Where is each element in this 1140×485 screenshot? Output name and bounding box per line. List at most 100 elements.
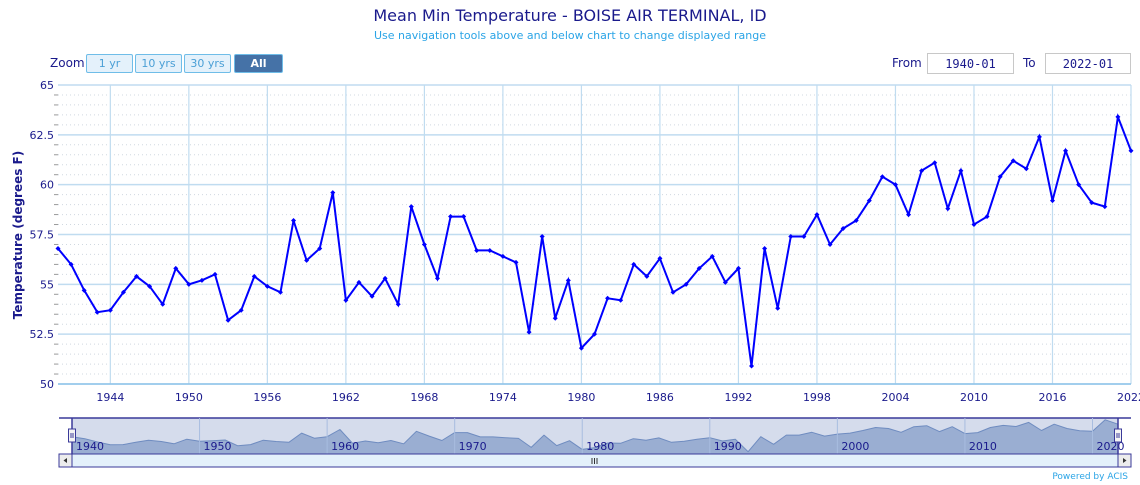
data-point[interactable]: [68, 261, 74, 267]
data-point[interactable]: [840, 226, 846, 232]
data-point[interactable]: [657, 255, 663, 261]
to-date-input[interactable]: [1045, 53, 1131, 74]
zoom-1yr-button[interactable]: 1 yr: [86, 54, 133, 73]
data-point[interactable]: [369, 293, 375, 299]
data-point[interactable]: [735, 265, 741, 271]
data-point[interactable]: [304, 257, 310, 263]
zoom-all-button[interactable]: All: [234, 54, 283, 73]
data-point[interactable]: [147, 283, 153, 289]
powered-by-credit[interactable]: Powered by ACIS: [1052, 472, 1128, 482]
data-point[interactable]: [382, 275, 388, 281]
data-point[interactable]: [448, 214, 454, 220]
data-point[interactable]: [513, 259, 519, 265]
data-point[interactable]: [408, 204, 414, 210]
data-point[interactable]: [434, 275, 440, 281]
data-point[interactable]: [120, 289, 126, 295]
data-point[interactable]: [343, 297, 349, 303]
data-point[interactable]: [801, 233, 807, 239]
data-point[interactable]: [356, 279, 362, 285]
data-point[interactable]: [225, 317, 231, 323]
data-point[interactable]: [186, 281, 192, 287]
data-point[interactable]: [578, 345, 584, 351]
x-tick-label: 2016: [1038, 391, 1066, 404]
data-point[interactable]: [1010, 158, 1016, 164]
data-point[interactable]: [94, 309, 100, 315]
zoom-10yrs-button[interactable]: 10 yrs: [135, 54, 182, 73]
data-point[interactable]: [788, 233, 794, 239]
data-point[interactable]: [212, 271, 218, 277]
data-point[interactable]: [421, 241, 427, 247]
data-point[interactable]: [853, 218, 859, 224]
navigator-left-handle[interactable]: [68, 428, 76, 443]
data-point[interactable]: [1128, 148, 1134, 154]
data-point[interactable]: [762, 245, 768, 251]
data-point[interactable]: [814, 212, 820, 218]
zoom-label: Zoom: [50, 56, 85, 70]
data-point[interactable]: [722, 279, 728, 285]
data-point[interactable]: [1063, 148, 1069, 154]
data-point[interactable]: [631, 261, 637, 267]
data-point[interactable]: [984, 214, 990, 220]
data-point[interactable]: [565, 277, 571, 283]
data-point[interactable]: [317, 245, 323, 251]
navigator-right-handle[interactable]: [1114, 428, 1122, 443]
data-point[interactable]: [251, 273, 257, 279]
navigator-tick-label: 2010: [969, 440, 997, 453]
data-point[interactable]: [134, 273, 140, 279]
data-point[interactable]: [199, 277, 205, 283]
data-point[interactable]: [107, 307, 113, 313]
data-point[interactable]: [500, 253, 506, 259]
data-point[interactable]: [526, 329, 532, 335]
data-point[interactable]: [958, 168, 964, 174]
navigator[interactable]: 1940 1950 1960 1970 1980 1990 2000 2010 2020: [58, 417, 1132, 468]
data-point[interactable]: [1076, 182, 1082, 188]
data-point[interactable]: [709, 253, 715, 259]
data-point[interactable]: [552, 315, 558, 321]
data-point[interactable]: [945, 206, 951, 212]
data-point[interactable]: [892, 182, 898, 188]
zoom-30yrs-button[interactable]: 30 yrs: [184, 54, 231, 73]
data-point[interactable]: [81, 287, 87, 293]
data-point[interactable]: [55, 245, 61, 251]
y-tick-label: 57.5: [30, 229, 55, 242]
data-point[interactable]: [238, 307, 244, 313]
data-point[interactable]: [618, 297, 624, 303]
data-point[interactable]: [487, 247, 493, 253]
data-point[interactable]: [775, 305, 781, 311]
data-point[interactable]: [1049, 198, 1055, 204]
data-point[interactable]: [971, 222, 977, 228]
data-point[interactable]: [173, 265, 179, 271]
y-tick-label: 65: [40, 79, 54, 92]
data-point[interactable]: [1036, 134, 1042, 140]
data-point[interactable]: [395, 301, 401, 307]
data-point[interactable]: [160, 301, 166, 307]
data-point[interactable]: [919, 168, 925, 174]
data-point[interactable]: [1102, 204, 1108, 210]
data-point[interactable]: [291, 218, 297, 224]
data-point[interactable]: [1023, 166, 1029, 172]
data-point[interactable]: [644, 273, 650, 279]
data-point[interactable]: [264, 283, 270, 289]
arrow-right-icon: [1123, 458, 1127, 463]
data-point[interactable]: [749, 363, 755, 369]
data-point[interactable]: [330, 190, 336, 196]
data-point[interactable]: [1089, 200, 1095, 206]
data-point[interactable]: [605, 295, 611, 301]
x-tick-label: 1962: [332, 391, 360, 404]
data-point[interactable]: [539, 233, 545, 239]
data-point[interactable]: [277, 289, 283, 295]
data-point[interactable]: [827, 241, 833, 247]
data-point[interactable]: [683, 281, 689, 287]
data-point[interactable]: [1115, 114, 1121, 120]
data-point[interactable]: [866, 198, 872, 204]
from-date-input[interactable]: [927, 53, 1014, 74]
data-point[interactable]: [696, 265, 702, 271]
data-point[interactable]: [670, 289, 676, 295]
data-point[interactable]: [906, 212, 912, 218]
data-point[interactable]: [932, 160, 938, 166]
data-point[interactable]: [592, 331, 597, 337]
data-point[interactable]: [879, 174, 885, 180]
data-point[interactable]: [997, 174, 1003, 180]
data-point[interactable]: [461, 214, 467, 220]
data-point[interactable]: [474, 247, 480, 253]
